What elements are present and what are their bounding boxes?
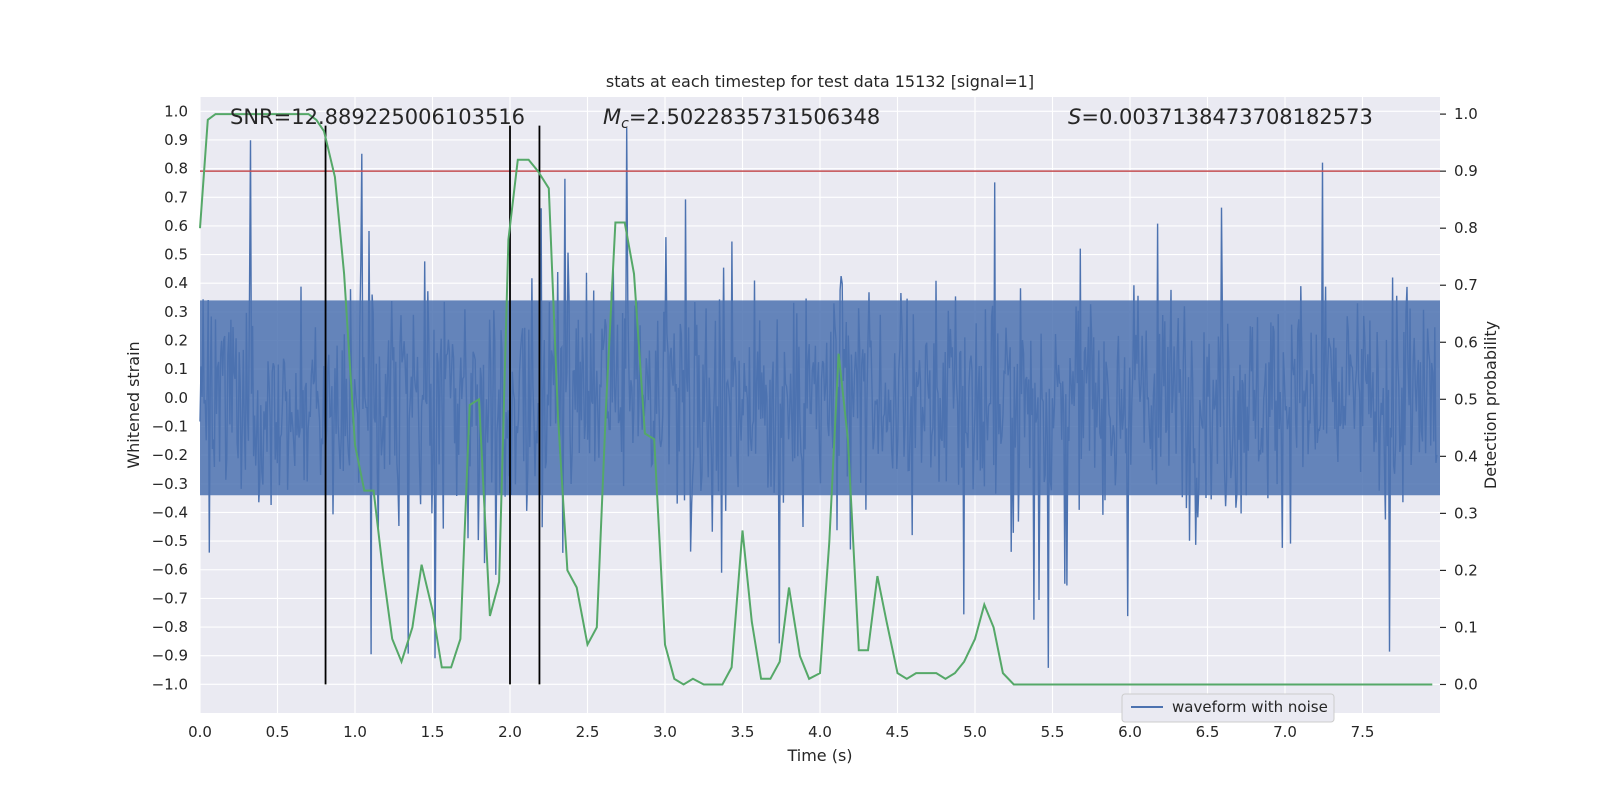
y-tick-label-right: 1.0: [1454, 105, 1478, 123]
x-tick-label: 5.0: [963, 723, 987, 741]
chirp-mass-annotation: Mc=2.5022835731506348: [603, 105, 880, 132]
y-tick-label: 1.0: [164, 102, 188, 120]
y-tick-label: 0.8: [164, 160, 188, 178]
x-tick-label: 4.0: [808, 723, 832, 741]
x-tick-label: 7.0: [1273, 723, 1297, 741]
y-tick-label-right: 0.4: [1454, 447, 1478, 465]
x-axis-label: Time (s): [786, 746, 852, 765]
y-tick-label-right: 0.0: [1454, 675, 1478, 693]
s-annotation: S=0.0037138473708182573: [1068, 105, 1373, 129]
x-tick-label: 2.5: [576, 723, 600, 741]
y-tick-label: −0.6: [152, 561, 188, 579]
y-tick-label: 0.5: [164, 246, 188, 264]
y-tick-label: 0.9: [164, 131, 188, 149]
x-tick-label: 7.5: [1351, 723, 1375, 741]
y-tick-label-right: 0.1: [1454, 618, 1478, 636]
x-tick-label: 6.5: [1196, 723, 1220, 741]
y-axis-label-right: Detection probability: [1481, 321, 1500, 489]
legend-box: [1121, 693, 1335, 723]
y-tick-label-right: 0.6: [1454, 333, 1478, 351]
y-tick-label: 0.7: [164, 188, 188, 206]
x-tick-label: 5.5: [1041, 723, 1065, 741]
y-tick-label: 0.3: [164, 303, 188, 321]
x-tick-label: 3.5: [731, 723, 755, 741]
y-tick-label-right: 0.9: [1454, 162, 1478, 180]
snr-annotation: SNR=12.889225006103516: [230, 105, 525, 129]
y-tick-label: 0.2: [164, 332, 188, 350]
y-tick-label: −1.0: [152, 675, 188, 693]
x-tick-label: 6.0: [1118, 723, 1142, 741]
x-tick-label: 1.0: [343, 723, 367, 741]
y-tick-label: 0.0: [164, 389, 188, 407]
y-tick-label: −0.1: [152, 417, 188, 435]
y-tick-label: −0.5: [152, 532, 188, 550]
y-tick-label: −0.2: [152, 446, 188, 464]
y-tick-label: −0.9: [152, 647, 188, 665]
y-tick-label: −0.8: [152, 618, 188, 636]
y-tick-label: 0.1: [164, 360, 188, 378]
x-tick-label: 0.0: [188, 723, 212, 741]
probability-series: [199, 113, 1433, 686]
y-tick-label-right: 0.8: [1454, 219, 1478, 237]
x-ticks: 0.0 0.5 1.0 1.5 2.0 2.5 3.0 3.5 4.0 4.5 5.0 5.5 6.0 6…: [188, 723, 1374, 741]
y-tick-label: 0.6: [164, 217, 188, 235]
legend: waveform with noise: [1121, 693, 1335, 723]
y-ticks: −1.0 −0.9 −0.8 −0.7 −0.6 −0.5 −0.4 −0.3 −0.2 −0.1…: [152, 102, 188, 693]
x-tick-label: 3.0: [653, 723, 677, 741]
x-tick-label: 1.5: [421, 723, 445, 741]
y-tick-label: −0.4: [152, 503, 188, 521]
y-tick-label: 0.4: [164, 274, 188, 292]
legend-label: waveform with noise: [1172, 698, 1328, 716]
y-tick-label-right: 0.5: [1454, 390, 1478, 408]
y-tick-label: −0.7: [152, 589, 188, 607]
probability-line: [199, 113, 1433, 686]
y-tick-label: −0.3: [152, 475, 188, 493]
y-tick-label-right: 0.3: [1454, 504, 1478, 522]
y-tick-label-right: 0.2: [1454, 561, 1478, 579]
x-tick-label: 0.5: [266, 723, 290, 741]
y-tick-label-right: 0.7: [1454, 276, 1478, 294]
strain-band: [200, 300, 1440, 496]
y-ticks-right: 0.0 0.1 0.2 0.3 0.4 0.5 0.6 0.7 0.8 0.9 1.0: [1440, 105, 1478, 693]
y-axis-label: Whitened strain: [124, 341, 143, 468]
x-tick-label: 2.0: [498, 723, 522, 741]
strain-series: [199, 127, 1440, 668]
x-tick-label: 4.5: [886, 723, 910, 741]
chart-title: stats at each timestep for test data 151…: [606, 72, 1034, 91]
